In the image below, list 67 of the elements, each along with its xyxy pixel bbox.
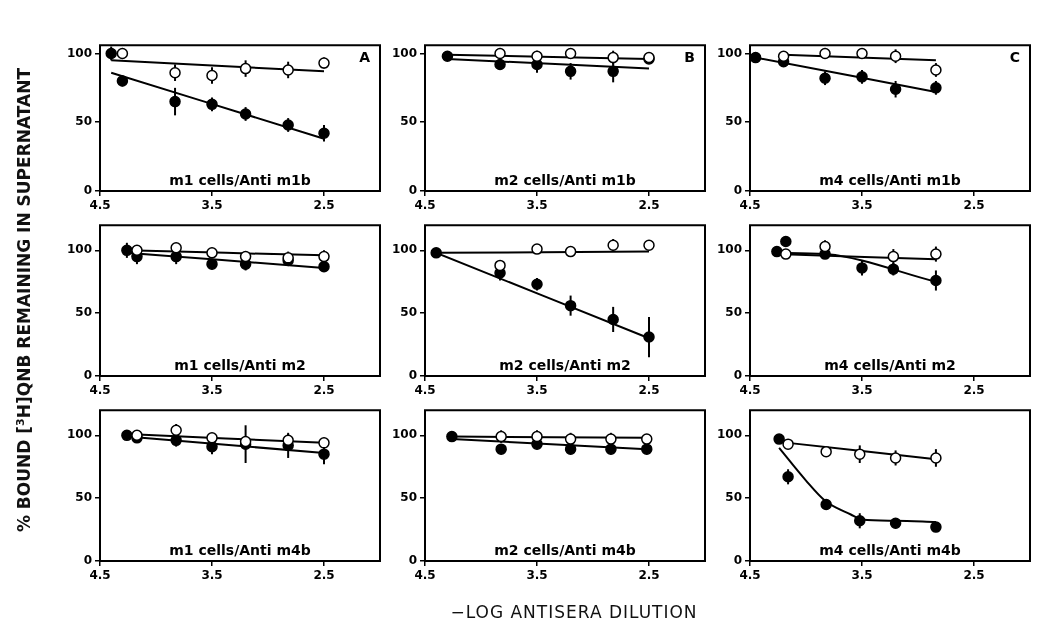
y-tick-label: 100 xyxy=(391,45,417,60)
annotation: m1 cells/Anti m4b xyxy=(169,541,311,558)
annotation: m4 cells/Anti m1b xyxy=(819,171,961,188)
y-tick-label: 100 xyxy=(716,45,742,60)
y-tick-label: 0 xyxy=(408,368,417,383)
x-tick-label: 4.5 xyxy=(89,383,111,398)
y-tick-label: 50 xyxy=(725,114,742,129)
y-tick-label: 0 xyxy=(83,368,92,383)
x-axis-title: −LOG ANTISERA DILUTION xyxy=(450,602,698,622)
x-tick-label: 4.5 xyxy=(739,568,761,583)
x-tick-label: 3.5 xyxy=(526,198,548,213)
y-tick-label: 50 xyxy=(400,490,417,505)
y-tick-label: 0 xyxy=(83,183,92,198)
y-tick-label: 0 xyxy=(733,368,742,383)
y-tick-label: 100 xyxy=(66,242,92,257)
x-tick-label: 4.5 xyxy=(739,198,761,213)
annotation: m2 cells/Anti m1b xyxy=(494,171,636,188)
annotation: m2 cells/Anti m2 xyxy=(499,356,631,373)
x-tick-label: 2.5 xyxy=(638,568,660,583)
annotation: m1 cells/Anti m2 xyxy=(174,356,306,373)
y-tick-label: 0 xyxy=(733,553,742,568)
y-tick-label: 50 xyxy=(75,114,92,129)
y-tick-label: 100 xyxy=(716,242,742,257)
annotation: C xyxy=(1009,48,1020,65)
y-tick-label: 50 xyxy=(725,305,742,320)
y-tick-label: 100 xyxy=(716,427,742,442)
x-tick-label: 3.5 xyxy=(201,568,223,583)
x-tick-label: 3.5 xyxy=(201,198,223,213)
x-tick-label: 2.5 xyxy=(638,383,660,398)
y-tick-label: 100 xyxy=(66,427,92,442)
y-tick-label: 50 xyxy=(75,490,92,505)
x-tick-label: 4.5 xyxy=(739,383,761,398)
y-tick-label: 0 xyxy=(733,183,742,198)
x-tick-label: 3.5 xyxy=(851,568,873,583)
x-tick-label: 3.5 xyxy=(526,568,548,583)
x-tick-label: 2.5 xyxy=(963,568,985,583)
annotation: m2 cells/Anti m4b xyxy=(494,541,636,558)
y-tick-label: 0 xyxy=(83,553,92,568)
x-tick-label: 4.5 xyxy=(89,198,111,213)
y-tick-label: 50 xyxy=(400,114,417,129)
annotation: m4 cells/Anti m4b xyxy=(819,541,961,558)
y-tick-label: 100 xyxy=(391,242,417,257)
x-tick-label: 2.5 xyxy=(313,568,335,583)
x-tick-label: 3.5 xyxy=(201,383,223,398)
y-tick-label: 100 xyxy=(391,427,417,442)
y-tick-label: 50 xyxy=(400,305,417,320)
x-tick-label: 3.5 xyxy=(851,198,873,213)
x-tick-label: 4.5 xyxy=(414,568,436,583)
annotation: B xyxy=(684,48,695,65)
x-tick-label: 2.5 xyxy=(638,198,660,213)
y-tick-label: 0 xyxy=(408,553,417,568)
y-tick-label: 50 xyxy=(75,305,92,320)
y-tick-label: 100 xyxy=(66,45,92,60)
x-tick-label: 2.5 xyxy=(963,383,985,398)
x-tick-label: 4.5 xyxy=(89,568,111,583)
x-tick-label: 3.5 xyxy=(851,383,873,398)
y-tick-label: 50 xyxy=(725,490,742,505)
annotation: A xyxy=(359,48,371,65)
x-tick-label: 2.5 xyxy=(963,198,985,213)
annotation: m4 cells/Anti m2 xyxy=(824,356,956,373)
y-tick-label: 0 xyxy=(408,183,417,198)
x-tick-label: 4.5 xyxy=(414,198,436,213)
x-tick-label: 2.5 xyxy=(313,383,335,398)
x-tick-label: 3.5 xyxy=(526,383,548,398)
x-tick-label: 4.5 xyxy=(414,383,436,398)
annotation: m1 cells/Anti m1b xyxy=(169,171,311,188)
x-tick-label: 2.5 xyxy=(313,198,335,213)
